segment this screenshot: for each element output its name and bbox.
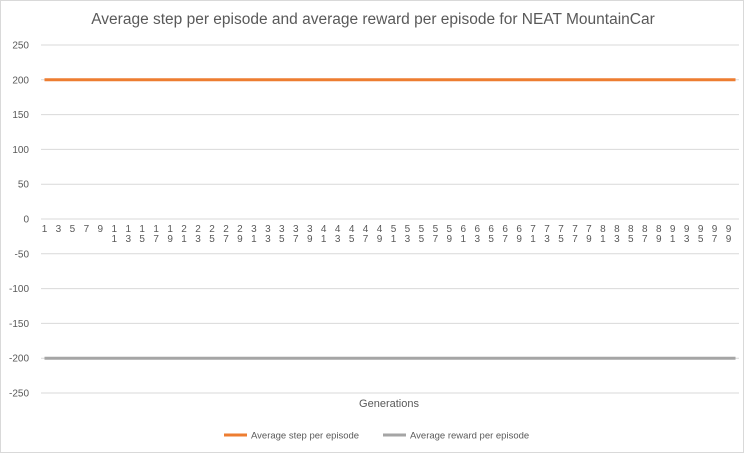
y-tick-label: 200 — [12, 75, 29, 86]
x-tick-label: 9 — [98, 224, 104, 235]
x-axis-label: Generations — [359, 398, 419, 410]
y-tick-label: -50 — [15, 249, 30, 260]
y-tick-label: 0 — [23, 215, 29, 226]
gridlines — [41, 44, 739, 394]
y-tick-label: 50 — [18, 180, 30, 191]
y-tick-label: -250 — [9, 389, 29, 400]
legend-label-reward: Average reward per episode — [410, 431, 529, 442]
chart-title: Average step per episode and average rew… — [91, 11, 655, 28]
y-tick-label: 100 — [12, 145, 29, 156]
x-tick-label: 7 — [84, 224, 90, 235]
y-axis-ticks: 250 200 150 100 50 0 -50 -100 -150 -200 -250 — [9, 41, 29, 400]
x-tick-label: 1 — [42, 224, 48, 235]
series-lines — [44, 78, 736, 360]
y-tick-label: 250 — [12, 41, 29, 52]
y-tick-label: -200 — [9, 354, 29, 365]
legend-label-step: Average step per episode — [251, 431, 359, 442]
x-axis-ticks: 1 3 5 7 9 1 11 31 51 71 92 12 32 52 72 93 13 33 53 73 94 14 34… — [42, 224, 732, 245]
y-tick-label: -100 — [9, 284, 29, 295]
x-tick-label: 3 — [56, 224, 62, 235]
x-tick-label: 5 — [70, 224, 76, 235]
y-tick-label: -150 — [9, 319, 29, 330]
y-tick-label: 150 — [12, 110, 29, 121]
legend: Average step per episode Average reward … — [224, 431, 529, 442]
